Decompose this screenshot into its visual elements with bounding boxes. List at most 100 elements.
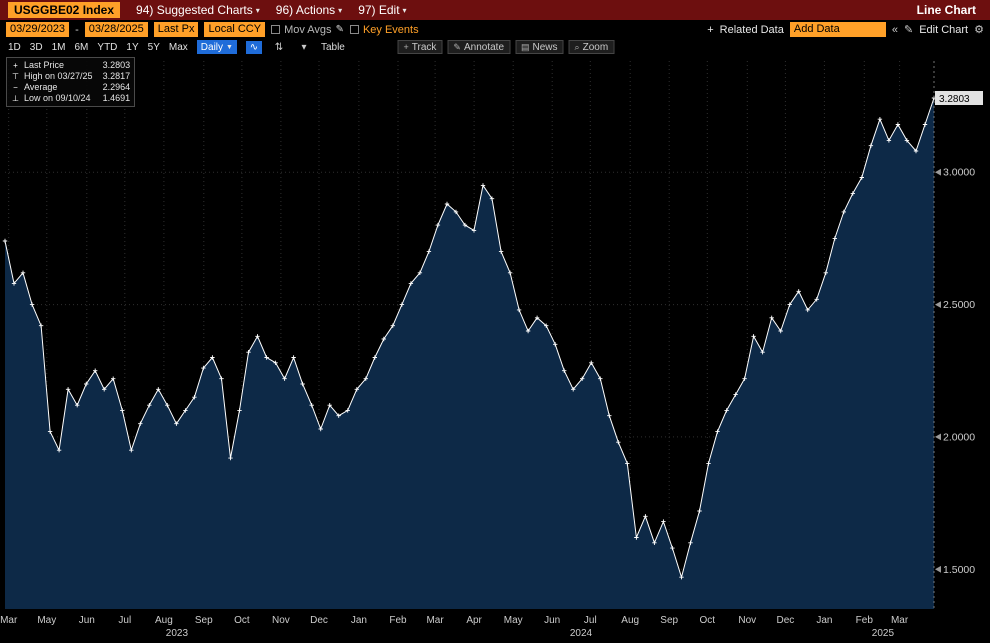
svg-text:3.0000: 3.0000 — [943, 167, 975, 179]
annotate-pencil-icon: ✎ — [453, 41, 461, 52]
range-max[interactable]: Max — [168, 41, 188, 53]
svg-text:Mar: Mar — [891, 615, 909, 626]
zoom-button[interactable]: ⌕ Zoom — [568, 40, 615, 54]
key-events-toggle[interactable]: Key Events — [349, 23, 419, 36]
candle-chart-type-button[interactable]: ⇅ — [274, 41, 284, 53]
svg-text:Feb: Feb — [856, 615, 874, 626]
chevron-down-icon: ▼ — [226, 43, 233, 51]
range-1d[interactable]: 1D — [8, 41, 21, 53]
legend-high-label: High on 03/27/25 — [24, 71, 93, 81]
svg-text:2023: 2023 — [166, 628, 189, 639]
currency-select[interactable]: Local CCY — [204, 22, 266, 37]
price-field-select[interactable]: Last Px — [153, 22, 199, 37]
svg-text:2.0000: 2.0000 — [943, 431, 975, 443]
legend-row-last-price: + Last Price 3.2803 — [11, 60, 130, 71]
title-bar: USGGBE02 Index 94) Suggested Charts ▾ 96… — [0, 0, 990, 20]
chart-type-dropdown-arrow-icon[interactable]: ▾ — [301, 41, 307, 53]
mov-avgs-toggle[interactable]: Mov Avgs ✎ — [271, 24, 344, 36]
legend-row-low: ⊥ Low on 09/10/24 1.4691 — [11, 93, 130, 104]
settings-gear-icon[interactable]: ⚙ — [974, 24, 984, 36]
high-marker-icon: ⊤ — [12, 72, 19, 81]
chart-area[interactable]: + Last Price 3.2803 ⊤ High on 03/27/25 3… — [0, 55, 990, 643]
news-icon: ▤ — [521, 41, 530, 52]
svg-text:Jan: Jan — [816, 615, 832, 626]
legend-average-value: 2.2964 — [102, 82, 131, 92]
line-chart-type-button[interactable]: ∿ — [245, 40, 262, 54]
svg-text:Oct: Oct — [700, 615, 716, 626]
legend-average-label: Average — [24, 82, 58, 92]
svg-text:Aug: Aug — [155, 615, 173, 626]
collapse-chevrons-icon[interactable]: « — [891, 23, 898, 36]
svg-text:Oct: Oct — [234, 615, 250, 626]
legend-low-label: Low on 09/10/24 — [24, 93, 91, 103]
range-1m[interactable]: 1M — [51, 41, 66, 53]
svg-text:2025: 2025 — [872, 628, 895, 639]
security-ticker-field[interactable]: USGGBE02 Index — [8, 2, 121, 18]
zoom-magnifier-icon: ⌕ — [574, 41, 580, 52]
news-button[interactable]: ▤ News — [515, 40, 564, 54]
range-1y[interactable]: 1Y — [126, 41, 139, 53]
legend-row-average: − Average 2.2964 — [11, 82, 130, 93]
annotate-label: Annotate — [463, 41, 505, 53]
svg-text:Nov: Nov — [738, 615, 756, 626]
legend-low-value: 1.4691 — [102, 93, 131, 103]
track-label: Track — [411, 41, 437, 53]
related-data-plus-icon: + — [707, 23, 714, 36]
legend-high-value: 3.2817 — [102, 71, 131, 81]
track-button[interactable]: + Track — [397, 40, 443, 54]
mov-avgs-edit-pencil-icon[interactable]: ✎ — [335, 24, 344, 35]
chart-mode-label: Line Chart — [916, 3, 976, 17]
key-events-label: Key Events — [362, 23, 419, 36]
edit-chart-pencil-icon[interactable]: ✎ — [903, 24, 914, 36]
chart-tools-group: + Track ✎ Annotate ▤ News ⌕ Zoom — [397, 40, 615, 54]
edit-chart-button[interactable]: Edit Chart — [919, 23, 969, 36]
zoom-label: Zoom — [582, 41, 609, 53]
svg-text:Nov: Nov — [272, 615, 290, 626]
menu-actions-label: 96) Actions — [275, 3, 336, 17]
svg-text:Dec: Dec — [777, 615, 795, 626]
svg-text:Feb: Feb — [389, 615, 407, 626]
date-to-field[interactable]: 03/28/2025 — [84, 22, 148, 37]
average-marker-icon: − — [13, 83, 18, 92]
table-view-button[interactable]: Table — [320, 41, 345, 53]
low-marker-icon: ⊥ — [12, 94, 19, 103]
chart-legend: + Last Price 3.2803 ⊤ High on 03/27/25 3… — [6, 57, 136, 107]
svg-text:May: May — [504, 615, 523, 626]
mov-avgs-checkbox[interactable] — [271, 25, 281, 34]
chevron-down-icon: ▾ — [402, 5, 407, 15]
menu-edit[interactable]: 97) Edit ▾ — [358, 3, 406, 17]
period-toolbar: 1D 3D 1M 6M YTD 1Y 5Y Max Daily ▼ ∿ ⇅ ▾ … — [0, 39, 990, 55]
controls-right-group: + Related Data Add Data « ✎ Edit Chart ⚙ — [707, 22, 984, 37]
svg-text:3.2803: 3.2803 — [939, 94, 970, 105]
legend-row-high: ⊤ High on 03/27/25 3.2817 — [11, 71, 130, 82]
menu-suggested-charts-label: 94) Suggested Charts — [136, 3, 253, 17]
svg-text:May: May — [37, 615, 56, 626]
range-ytd[interactable]: YTD — [97, 41, 118, 53]
date-from-field[interactable]: 03/29/2023 — [6, 22, 70, 37]
frequency-select[interactable]: Daily ▼ — [196, 40, 237, 54]
svg-text:Mar: Mar — [0, 615, 18, 626]
menu-edit-label: 97) Edit — [358, 3, 400, 17]
range-5y[interactable]: 5Y — [147, 41, 160, 53]
legend-last-price-value: 3.2803 — [102, 60, 131, 70]
legend-last-price-label: Last Price — [24, 60, 65, 70]
annotate-button[interactable]: ✎ Annotate — [447, 40, 511, 54]
track-plus-icon: + — [403, 42, 409, 52]
svg-text:Apr: Apr — [466, 615, 482, 626]
chevron-down-icon: ▾ — [255, 5, 260, 15]
key-events-checkbox[interactable] — [349, 25, 359, 34]
menu-actions[interactable]: 96) Actions ▾ — [276, 3, 342, 17]
svg-text:Jun: Jun — [544, 615, 560, 626]
add-data-input[interactable]: Add Data — [789, 22, 886, 37]
menu-suggested-charts[interactable]: 94) Suggested Charts ▾ — [136, 3, 260, 17]
svg-text:Sep: Sep — [195, 615, 213, 626]
svg-text:Jul: Jul — [584, 615, 597, 626]
range-6m[interactable]: 6M — [74, 41, 89, 53]
svg-text:Jan: Jan — [351, 615, 367, 626]
range-3d[interactable]: 3D — [29, 41, 43, 53]
news-label: News — [532, 41, 558, 53]
related-data-label[interactable]: Related Data — [719, 23, 784, 36]
price-chart[interactable]: 1.5000 2.0000 2.5000 3.0000 3.2803 Mar May Jun J… — [0, 55, 990, 643]
svg-text:Jul: Jul — [118, 615, 131, 626]
